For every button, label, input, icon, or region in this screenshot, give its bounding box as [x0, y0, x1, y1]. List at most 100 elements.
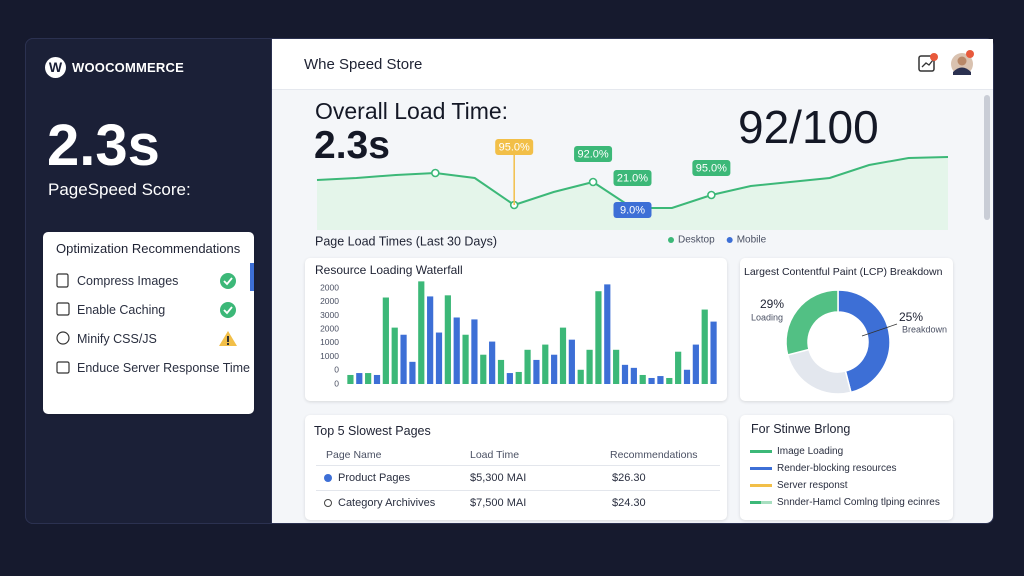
annotation: 21.0%	[617, 172, 648, 184]
annotation-box	[613, 202, 652, 218]
bar	[568, 339, 575, 384]
annotation-box	[613, 170, 652, 186]
status-icons	[219, 273, 237, 346]
area	[317, 157, 948, 230]
bar	[559, 327, 567, 384]
scrollbar[interactable]	[984, 95, 990, 220]
bar	[427, 296, 434, 384]
bar	[683, 369, 691, 384]
logo: W	[45, 57, 66, 78]
pie-slice	[785, 289, 839, 356]
annotation: 92.0%	[577, 148, 608, 160]
scroll-indicator	[250, 263, 254, 291]
bar	[533, 359, 540, 384]
bar	[444, 295, 451, 384]
pie-slice	[837, 289, 891, 394]
bar	[577, 369, 584, 384]
y-tick-label: 1000	[320, 351, 339, 361]
pie-value-label: 25%	[899, 310, 923, 324]
bar	[551, 354, 558, 384]
annotation: 9.0%	[620, 204, 645, 216]
marker	[707, 190, 716, 200]
marker	[588, 177, 598, 187]
legend-item: Render-blocking resources	[777, 463, 897, 474]
bar	[710, 321, 717, 384]
y-tick-label: 2000	[320, 296, 339, 306]
chart-title: Resource Loading Waterfall	[315, 263, 463, 277]
breakdown-swatches	[750, 450, 772, 504]
bar	[586, 349, 593, 384]
row-divider	[316, 465, 720, 466]
bar	[400, 334, 407, 384]
bar	[497, 359, 505, 384]
breakdown-title: For Stinwe Brlong	[751, 422, 851, 436]
bar	[648, 377, 655, 384]
bar	[675, 351, 682, 384]
bar	[471, 319, 478, 384]
bar	[542, 344, 549, 384]
card-title: Optimization Recommendations	[56, 241, 241, 256]
recommendations-card	[43, 232, 254, 414]
legend-swatch	[668, 237, 674, 243]
recommendation[interactable]: Minify CSS/JS	[77, 332, 157, 346]
top-bar	[272, 39, 993, 90]
pie-category-label: Breakdown	[902, 324, 947, 334]
legend-item: Snnder-Hamcl Comlng tlping ecinres	[777, 497, 940, 508]
cell: Category Archivives	[338, 497, 436, 509]
bar	[701, 309, 708, 384]
store-title: Whe Speed Store	[304, 56, 423, 73]
bar	[391, 327, 398, 384]
row-dot	[324, 499, 332, 507]
legend-label: Mobile	[737, 235, 767, 246]
row-divider	[316, 490, 720, 491]
bar	[604, 284, 611, 384]
bar	[613, 349, 620, 384]
bar	[480, 354, 487, 384]
y-tick-label: 0	[334, 378, 339, 388]
bar	[595, 291, 602, 384]
y-tick-label: 0	[334, 365, 339, 375]
annotation-box	[495, 139, 534, 155]
header-icons[interactable]	[918, 50, 974, 75]
load-time: 2.3s	[47, 113, 160, 178]
legend-swatch	[726, 237, 733, 243]
marker	[431, 168, 440, 178]
annotation-box	[574, 146, 613, 162]
chart-title: Page Load Times (Last 30 Days)	[315, 234, 497, 248]
item-icons	[56, 273, 70, 374]
bar	[435, 332, 443, 384]
pie-value-label: 29%	[760, 297, 784, 311]
score-label: PageSpeed Score:	[48, 180, 191, 199]
cell: $26.30	[612, 472, 646, 484]
table-title: Top 5 Slowest Pages	[314, 424, 431, 438]
bar	[382, 297, 389, 384]
recommendation[interactable]: Compress Images	[77, 274, 179, 288]
cell: $24.30	[612, 497, 646, 509]
column-header: Page Name	[326, 449, 382, 461]
bar	[515, 371, 522, 384]
leader-line	[861, 323, 898, 337]
pie-slice	[786, 348, 852, 395]
bar	[621, 364, 629, 384]
bar	[692, 344, 699, 384]
pie-category-label: Loading	[751, 312, 783, 322]
bar	[657, 376, 664, 384]
bar	[462, 334, 469, 384]
recommendation[interactable]: Enable Caching	[77, 303, 166, 317]
column-header: Recommendations	[610, 449, 698, 461]
bar	[418, 281, 425, 384]
overview-title: Overall Load Time:	[315, 98, 509, 124]
recommendation[interactable]: Enduce Server Response Time	[77, 361, 251, 375]
cell: $7,500 MAI	[470, 497, 527, 509]
y-tick-label: 2000	[320, 324, 339, 334]
legend-item: Image Loading	[777, 446, 844, 457]
annotation: 95.0%	[696, 162, 727, 174]
column-header: Load Time	[470, 449, 520, 461]
y-tick-label: 1000	[320, 337, 339, 347]
bar	[630, 367, 637, 384]
bar	[347, 374, 354, 384]
overview-score: 92/100	[738, 101, 879, 153]
bar	[666, 377, 673, 384]
